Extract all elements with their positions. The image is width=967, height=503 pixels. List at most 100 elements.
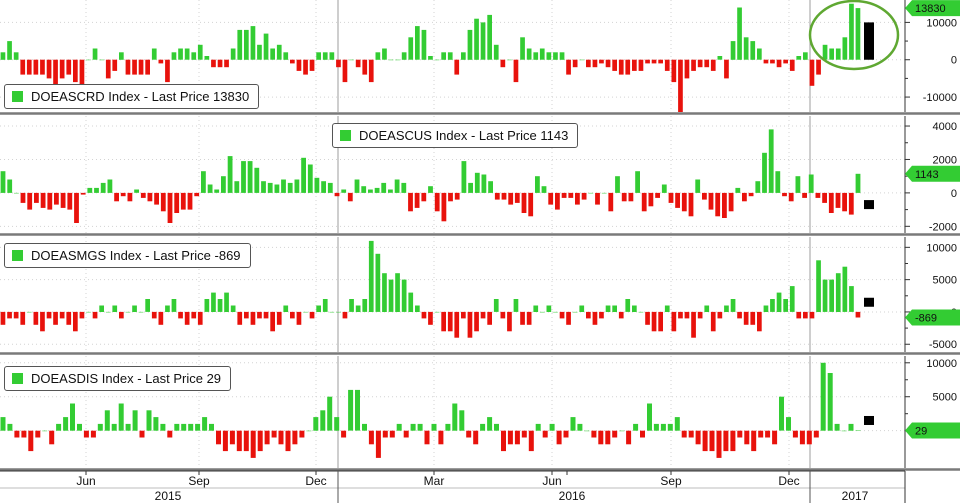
bar (563, 430, 569, 438)
bar (848, 192, 854, 215)
bar (592, 311, 598, 325)
bar (187, 192, 193, 210)
bar (211, 59, 216, 68)
bar (42, 430, 48, 432)
bar (188, 423, 194, 431)
bar (134, 189, 139, 193)
bar (803, 311, 808, 319)
bar (401, 52, 407, 60)
bar (34, 192, 39, 203)
bar (678, 59, 683, 112)
bar (79, 59, 85, 86)
bar (668, 192, 674, 203)
bar (715, 192, 721, 217)
bar (704, 59, 710, 68)
bar (283, 305, 289, 312)
bar (408, 192, 413, 212)
bar (434, 59, 440, 61)
bar (86, 311, 91, 313)
bar (46, 311, 52, 319)
bar (632, 59, 637, 71)
bar (829, 279, 834, 312)
legend-swatch-green (12, 91, 23, 102)
bar (224, 292, 229, 312)
bar (625, 299, 631, 312)
bar (820, 362, 826, 431)
bar (816, 59, 821, 75)
bar (792, 430, 798, 438)
bar (47, 192, 53, 210)
bar (795, 176, 801, 193)
y-tick-label: -10000 (923, 92, 957, 104)
bar (835, 48, 841, 60)
bar (822, 44, 828, 60)
x-year-label: 2017 (842, 489, 869, 503)
bar (730, 299, 736, 312)
y-tick-label: 10000 (926, 242, 957, 254)
bar (520, 311, 525, 325)
bar (553, 311, 558, 313)
bar (329, 311, 335, 313)
bar (237, 311, 243, 325)
bar (717, 311, 723, 319)
bar (691, 59, 696, 71)
bar (216, 430, 221, 445)
bar (559, 52, 565, 60)
bar (403, 430, 409, 438)
bar (13, 311, 19, 319)
bar (197, 44, 203, 60)
bar (827, 373, 833, 431)
bar (368, 59, 374, 83)
bar (316, 52, 321, 60)
bar (207, 184, 213, 193)
bar (307, 164, 313, 193)
bar (140, 192, 146, 198)
bar (70, 403, 75, 431)
bar (581, 192, 587, 200)
bar (184, 48, 190, 60)
bar (708, 192, 714, 210)
bar (487, 14, 492, 60)
bar (750, 41, 756, 60)
bar (848, 423, 854, 431)
bar (158, 59, 164, 64)
bar (257, 430, 263, 452)
bar (271, 430, 277, 438)
bar (842, 37, 848, 60)
legend-swatch-green (12, 250, 23, 261)
legend-text-1: DOEASCRD Index - Last Price 13830 (31, 89, 250, 104)
bar (434, 192, 440, 212)
y-tick-label: 10000 (926, 358, 957, 370)
bar (500, 311, 506, 319)
bar (222, 430, 228, 452)
bar (688, 192, 694, 217)
bar (35, 430, 41, 438)
x-month-label: Mar (424, 474, 445, 488)
bar (570, 417, 576, 431)
bar (296, 311, 302, 325)
bar (336, 59, 341, 68)
bar (221, 176, 226, 193)
bar (66, 59, 72, 75)
bar (119, 311, 124, 319)
bar (7, 311, 12, 319)
last-price-tag-label: 1143 (915, 169, 939, 181)
bar (513, 59, 519, 83)
bar (229, 430, 235, 445)
bar (119, 52, 124, 60)
bar (514, 192, 520, 203)
bar (309, 59, 315, 71)
bar (7, 41, 12, 60)
bar (87, 187, 93, 193)
bar (278, 430, 284, 445)
bar (815, 192, 821, 198)
bar (487, 311, 492, 325)
bar (671, 59, 677, 83)
bar (735, 187, 741, 193)
bar (382, 273, 387, 312)
bar (316, 305, 321, 312)
bar (447, 311, 453, 332)
bar (7, 179, 13, 193)
bar (494, 423, 499, 431)
x-year-label: 2016 (559, 489, 586, 503)
